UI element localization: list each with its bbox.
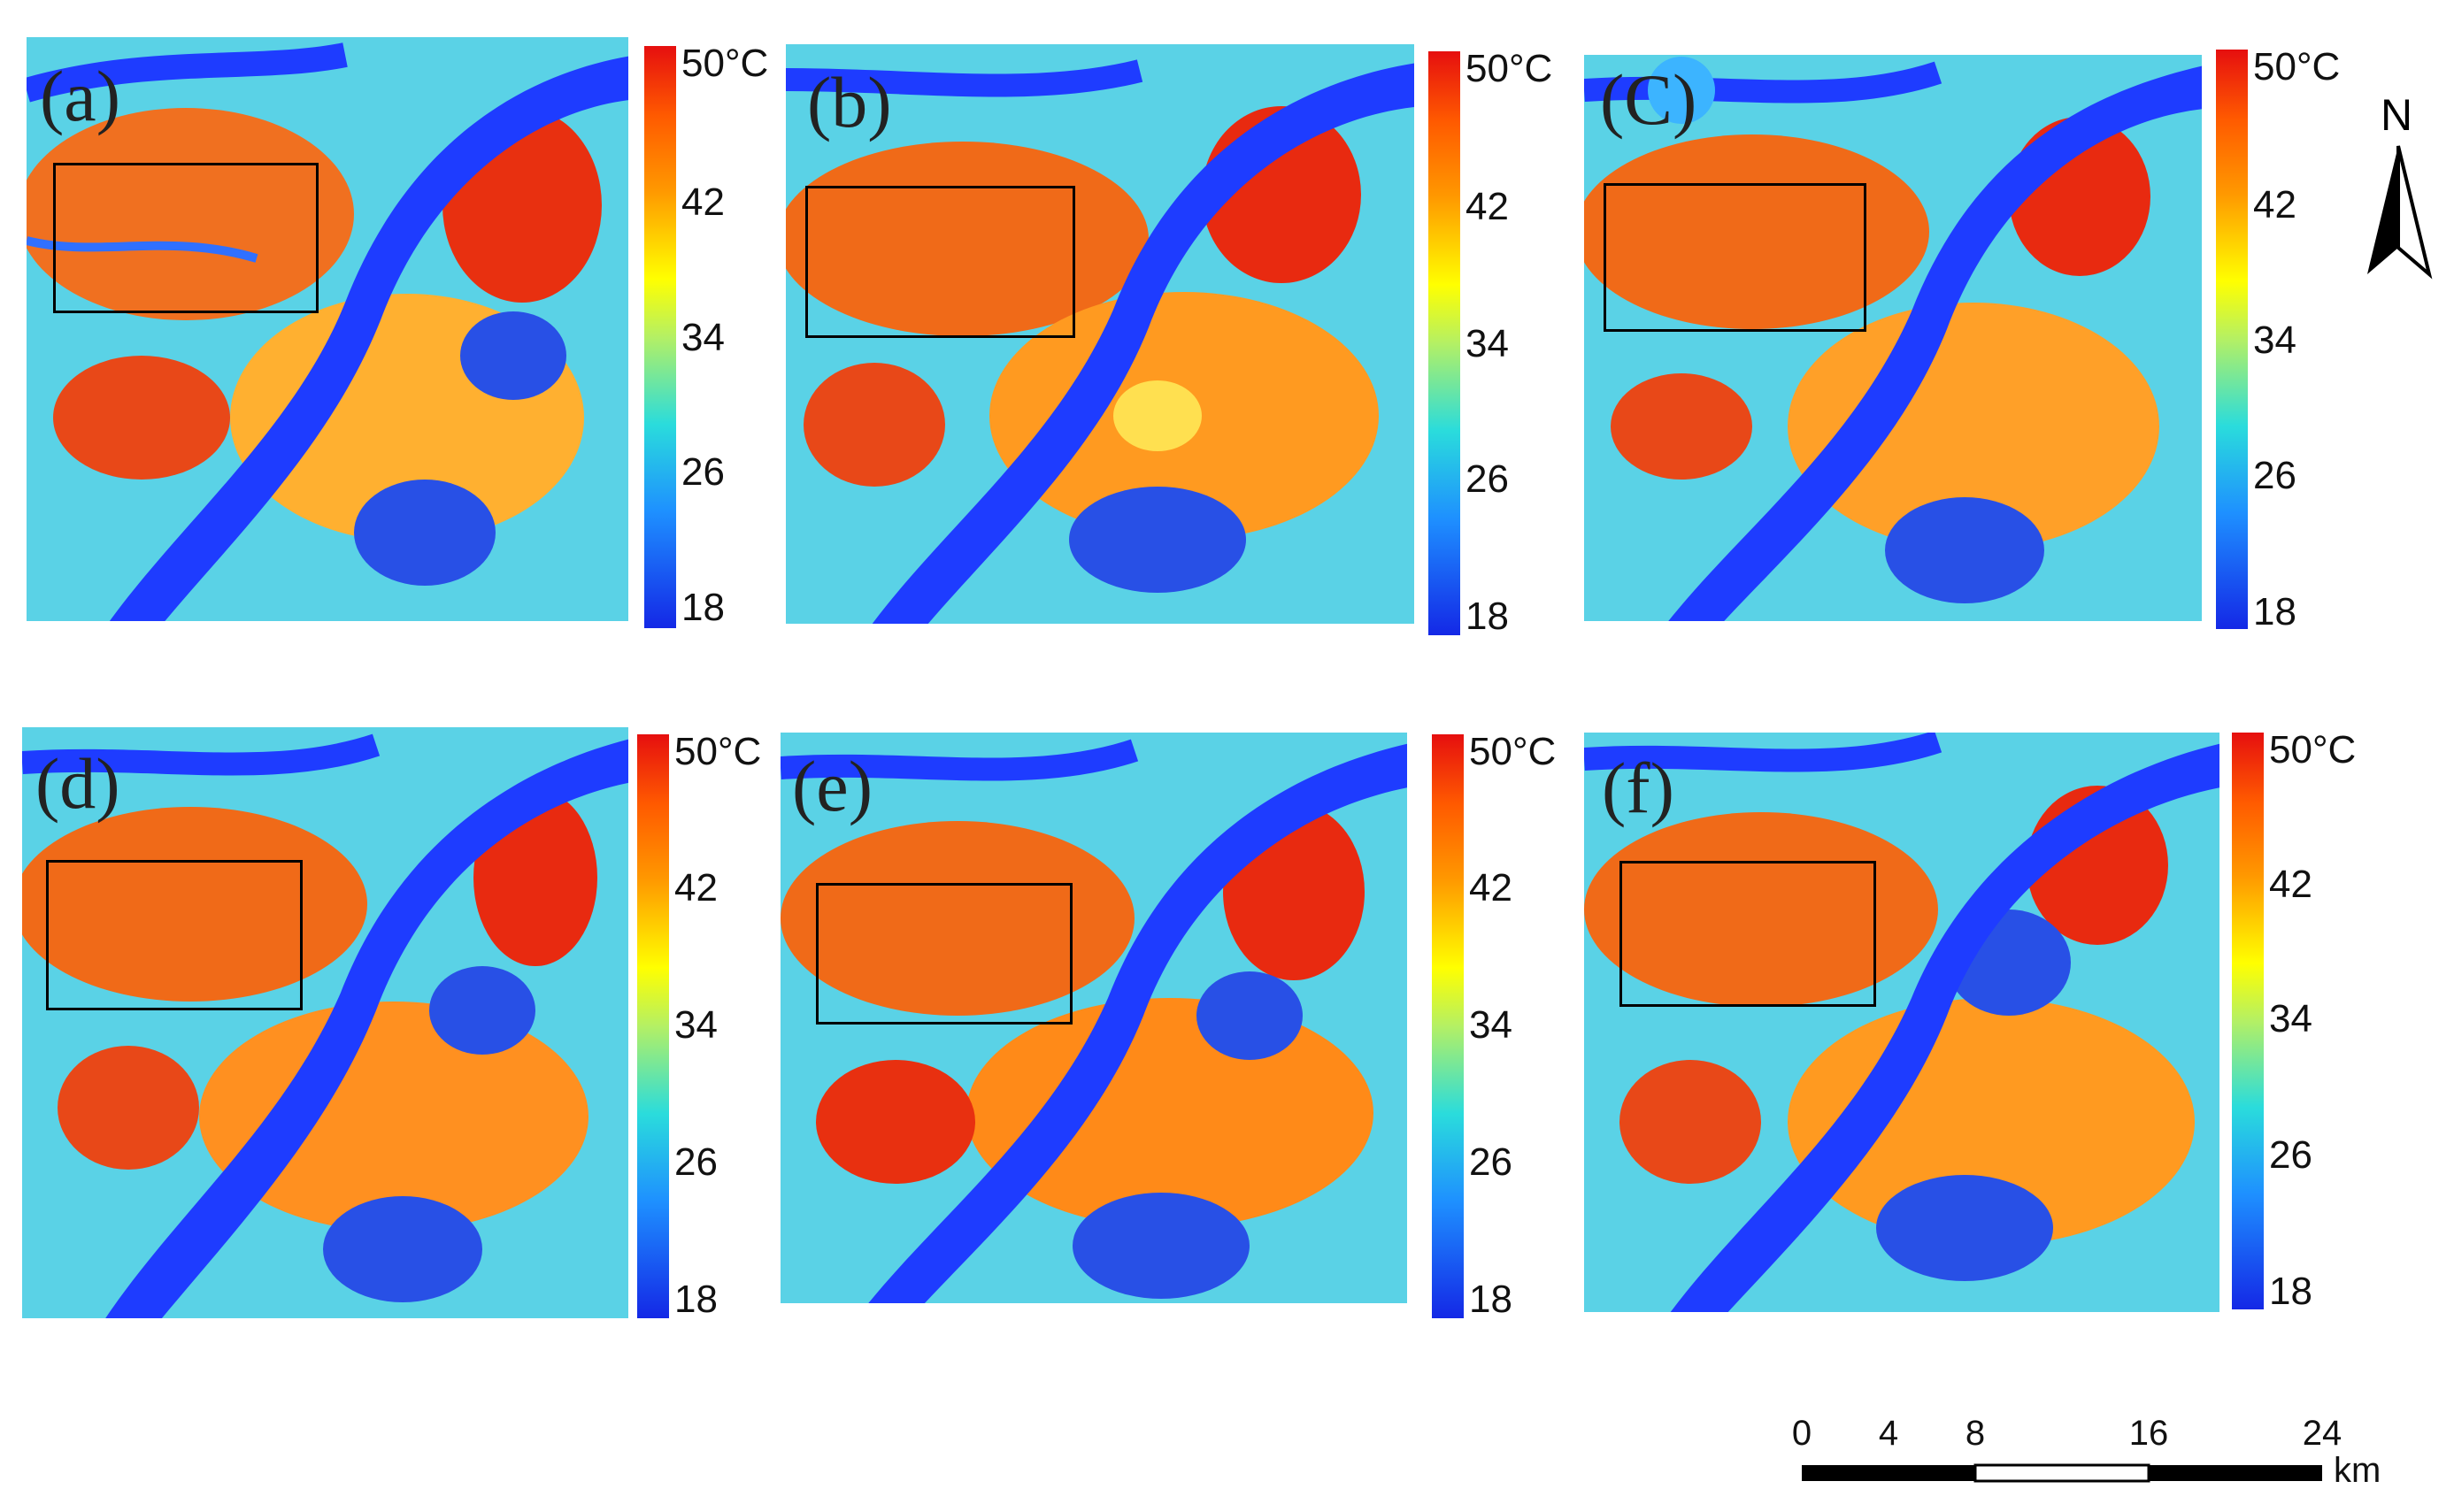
scale-bar-tick: 0 bbox=[1791, 1414, 1812, 1453]
colorbar-tick: 26 bbox=[674, 1140, 718, 1184]
colorbar-tick: 42 bbox=[1465, 185, 1509, 228]
colorbar-tick: 18 bbox=[1469, 1278, 1512, 1321]
colorbar bbox=[1428, 51, 1460, 635]
colorbar-max-label: 50°C bbox=[674, 730, 762, 773]
lst-map-a bbox=[27, 37, 628, 621]
colorbar-tick: 34 bbox=[1465, 322, 1509, 365]
lst-map-d bbox=[22, 727, 628, 1318]
colorbar-tick: 42 bbox=[674, 866, 718, 910]
colorbar-tick: 26 bbox=[2253, 454, 2296, 497]
scale-bar-unit: km bbox=[2334, 1451, 2381, 1490]
study-area-box bbox=[816, 883, 1073, 1025]
study-area-box bbox=[46, 860, 303, 1010]
colorbar-tick: 34 bbox=[2269, 997, 2312, 1040]
lst-map-b-graphic bbox=[786, 44, 1414, 624]
scale-bar-tick: 4 bbox=[1878, 1414, 1899, 1453]
colorbar-max-label: 50°C bbox=[2253, 45, 2341, 88]
north-arrow-label: N bbox=[2381, 90, 2413, 140]
colorbar-tick: 18 bbox=[2253, 590, 2296, 633]
colorbar bbox=[2232, 733, 2264, 1309]
colorbar-tick: 18 bbox=[674, 1278, 718, 1321]
study-area-box bbox=[805, 186, 1075, 338]
colorbar bbox=[644, 46, 676, 628]
colorbar-max-label: 50°C bbox=[1469, 730, 1557, 773]
panel-label: (d) bbox=[35, 743, 120, 824]
colorbar-tick: 18 bbox=[681, 586, 725, 629]
lst-map-b bbox=[786, 44, 1414, 624]
colorbar bbox=[637, 734, 669, 1318]
lst-map-c bbox=[1584, 55, 2202, 621]
colorbar-tick: 26 bbox=[1465, 457, 1509, 501]
colorbar-tick: 34 bbox=[681, 316, 725, 359]
lst-map-a-graphic bbox=[27, 37, 628, 621]
colorbar-tick: 26 bbox=[1469, 1140, 1512, 1184]
colorbar-tick: 42 bbox=[681, 180, 725, 224]
colorbar-max-label: 50°C bbox=[1465, 47, 1553, 90]
scale-bar-tick: 24 bbox=[2302, 1414, 2342, 1453]
lst-map-c-graphic bbox=[1584, 55, 2202, 621]
north-arrow-icon bbox=[2367, 145, 2433, 280]
lst-map-f-graphic bbox=[1584, 733, 2219, 1312]
panel-label: (C) bbox=[1600, 59, 1697, 140]
colorbar-max-label: 50°C bbox=[681, 42, 769, 85]
colorbar-tick: 18 bbox=[1465, 595, 1509, 638]
study-area-box bbox=[1604, 183, 1866, 332]
scale-bar-tick: 16 bbox=[2128, 1414, 2169, 1453]
colorbar-tick: 34 bbox=[674, 1003, 718, 1047]
colorbar-tick: 34 bbox=[2253, 319, 2296, 362]
panel-label: (f) bbox=[1602, 748, 1674, 828]
colorbar-tick: 34 bbox=[1469, 1003, 1512, 1047]
panel-label: (b) bbox=[807, 62, 892, 142]
study-area-box bbox=[1619, 861, 1876, 1007]
study-area-box bbox=[53, 163, 319, 313]
colorbar-tick: 26 bbox=[681, 450, 725, 494]
colorbar-tick: 18 bbox=[2269, 1270, 2312, 1313]
colorbar-tick: 42 bbox=[2253, 183, 2296, 226]
colorbar-max-label: 50°C bbox=[2269, 728, 2357, 771]
colorbar-tick: 26 bbox=[2269, 1133, 2312, 1177]
panel-label: (e) bbox=[792, 746, 873, 826]
lst-map-e-graphic bbox=[781, 733, 1407, 1303]
lst-map-d-graphic bbox=[22, 727, 628, 1318]
colorbar bbox=[2216, 50, 2248, 629]
lst-map-e bbox=[781, 733, 1407, 1303]
colorbar-tick: 42 bbox=[1469, 866, 1512, 910]
panel-label: (a) bbox=[40, 56, 121, 136]
lst-map-f bbox=[1584, 733, 2219, 1312]
colorbar bbox=[1432, 734, 1464, 1318]
scale-bar-tick: 8 bbox=[1965, 1414, 1986, 1453]
scale-bar-graphic bbox=[1802, 1463, 2322, 1483]
colorbar-tick: 42 bbox=[2269, 863, 2312, 906]
